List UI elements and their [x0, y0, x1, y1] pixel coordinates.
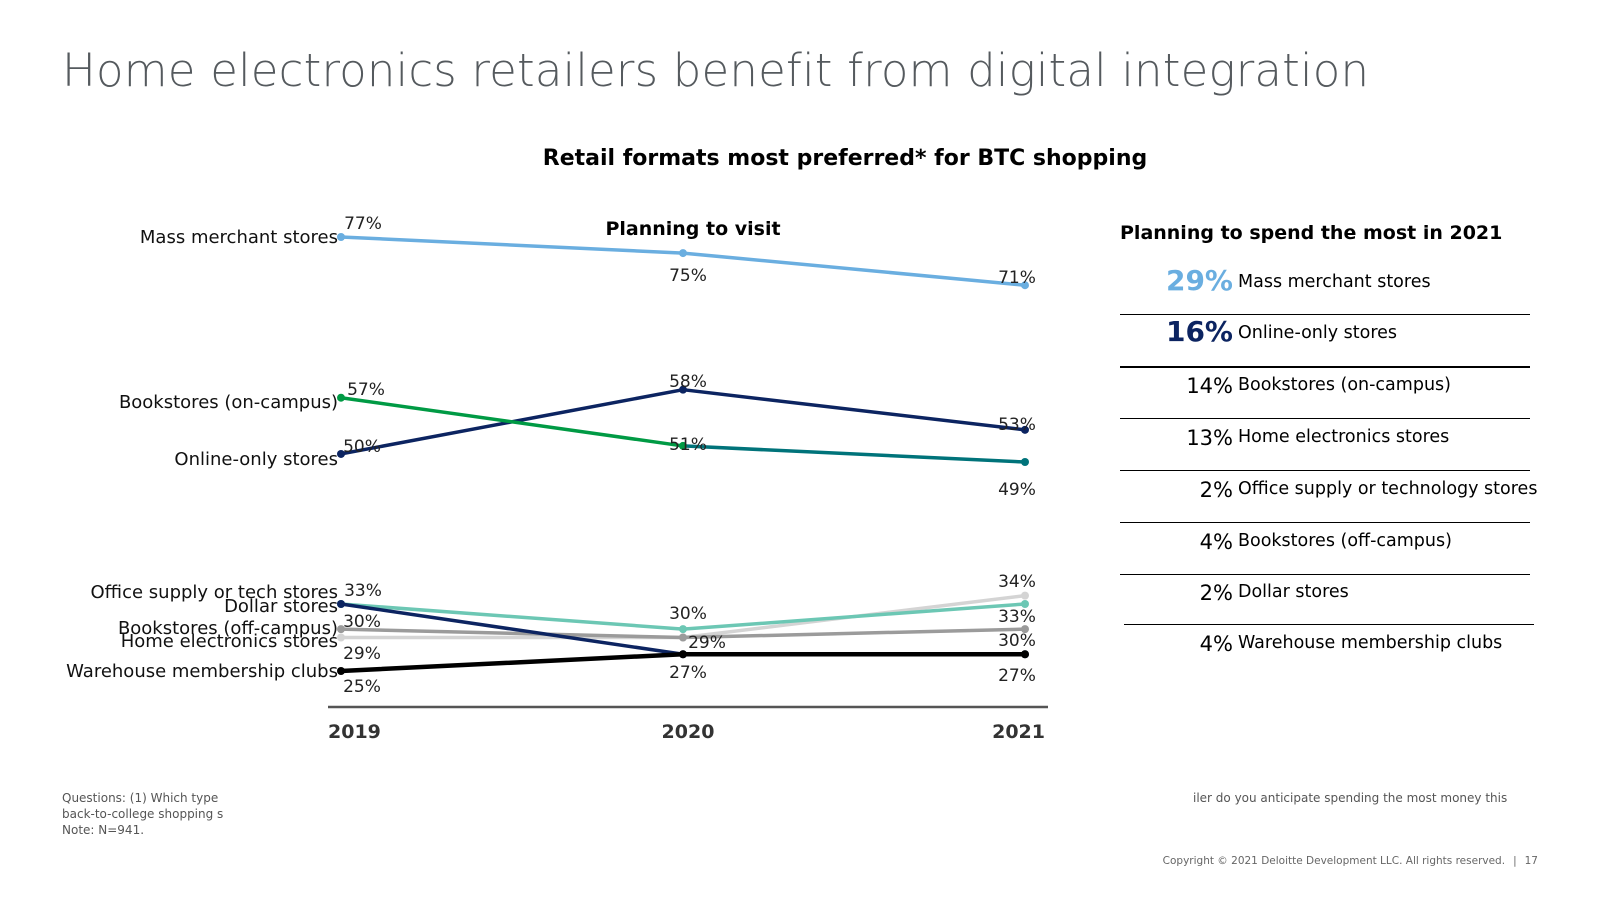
data-label: 29% — [688, 633, 726, 653]
spend-pct: 2% — [1199, 581, 1233, 605]
spend-label: Dollar stores — [1238, 582, 1349, 602]
page-title: Home electronics retailers benefit from … — [62, 44, 1370, 97]
data-point — [1021, 600, 1029, 608]
data-point — [337, 633, 345, 642]
data-point — [679, 650, 687, 659]
data-point — [1021, 625, 1029, 634]
spend-row-online-only: 16% Online-only stores — [1120, 314, 1560, 354]
series-name-label: Online-only stores — [174, 449, 338, 470]
spend-pct: 29% — [1165, 264, 1233, 297]
data-point — [1021, 458, 1029, 466]
series-name-label: Bookstores (on-campus) — [119, 392, 338, 413]
x-tick-label: 2020 — [662, 721, 715, 740]
footnote-line: Note: N=941. — [62, 823, 145, 837]
series-name-label: Home electronics stores — [121, 631, 338, 652]
data-label: 77% — [344, 214, 382, 234]
spend-pct: 2% — [1199, 478, 1233, 502]
chart-title: Retail formats most preferred* for BTC s… — [542, 146, 1148, 171]
spend-label: Warehouse membership clubs — [1238, 633, 1503, 653]
data-point — [337, 393, 345, 402]
spend-label: Bookstores (on-campus) — [1238, 375, 1451, 395]
series-line — [682, 444, 1026, 464]
data-label: 29% — [343, 644, 381, 664]
footnote-line: back-to-college shopping s — [62, 807, 224, 821]
spend-row-mass-merchant: 29% Mass merchant stores — [1120, 263, 1560, 303]
x-tick-label: 2021 — [992, 721, 1045, 740]
data-label: 34% — [998, 572, 1036, 592]
data-point — [337, 625, 345, 634]
series-name-label: Bookstores (off-campus) — [118, 618, 338, 639]
spend-pct: 14% — [1186, 374, 1233, 398]
data-point — [1021, 591, 1029, 600]
copyright-text: Copyright © 2021 Deloitte Development LL… — [1162, 855, 1506, 867]
spend-row-office-supply: 2% Office supply or technology stores — [1120, 470, 1560, 510]
spend-label: Mass merchant stores — [1238, 272, 1431, 292]
spend-divider — [1124, 624, 1534, 625]
spend-pct: 4% — [1199, 530, 1233, 554]
series-name-label: Dollar stores — [224, 596, 338, 617]
data-point — [679, 441, 687, 450]
data-point — [679, 633, 687, 642]
footnote: Questions: (1) Which type back-to-colleg… — [62, 790, 232, 838]
data-point — [679, 385, 687, 394]
series-name-label: Mass merchant stores — [140, 227, 338, 248]
data-label: 49% — [998, 480, 1036, 500]
spend-row-bookstores-on-campus: 14% Bookstores (on-campus) — [1120, 366, 1560, 406]
data-point — [679, 625, 687, 634]
spend-pct: 4% — [1199, 632, 1233, 656]
spend-label: Online-only stores — [1238, 323, 1398, 343]
data-label: 30% — [669, 604, 707, 624]
data-label: 27% — [669, 663, 707, 683]
copyright: Copyright © 2021 Deloitte Development LL… — [1163, 855, 1538, 867]
data-label: 30% — [343, 612, 381, 632]
chart-subtitle: Planning to visit — [605, 218, 780, 240]
data-label: 30% — [998, 631, 1036, 651]
data-point — [337, 233, 345, 241]
footnote-right: iler do you anticipate spending the most… — [1193, 791, 1508, 805]
spend-panel-title: Planning to spend the most in 2021 — [1120, 222, 1503, 244]
copyright-separator: | — [1513, 855, 1517, 867]
data-label: 33% — [998, 607, 1036, 627]
spend-row-dollar-stores: 2% Dollar stores — [1120, 573, 1560, 613]
spend-label: Bookstores (off-campus) — [1238, 531, 1452, 551]
line-chart: Planning to visit 2019 2020 2021 Mass mercha… — [66, 214, 1048, 740]
page-number: 17 — [1524, 855, 1538, 867]
series-name-label: Office supply or tech stores — [91, 582, 338, 603]
data-point — [337, 667, 345, 675]
data-point — [679, 249, 687, 258]
data-point — [337, 449, 345, 458]
series-line — [340, 395, 684, 448]
data-label: 51% — [669, 435, 707, 455]
data-point — [1021, 650, 1029, 659]
x-tick-label: 2019 — [328, 721, 381, 740]
spend-pct: 13% — [1186, 426, 1233, 450]
spend-row-bookstores-off-campus: 4% Bookstores (off-campus) — [1120, 522, 1560, 562]
spend-divider — [1120, 418, 1530, 419]
data-label: 53% — [998, 415, 1036, 435]
spend-label: Office supply or technology stores — [1238, 479, 1538, 499]
spend-row-warehouse-clubs: 4% Warehouse membership clubs — [1120, 624, 1560, 664]
data-point — [1021, 425, 1029, 434]
data-label: 50% — [343, 437, 381, 457]
spend-label: Home electronics stores — [1238, 427, 1450, 447]
series-name-label: Warehouse membership clubs — [66, 661, 338, 682]
spend-row-home-electronics: 13% Home electronics stores — [1120, 418, 1560, 458]
footnote-line: Questions: (1) Which type — [62, 791, 219, 805]
data-label: 75% — [669, 266, 707, 286]
data-point — [337, 600, 345, 608]
data-label: 33% — [344, 581, 382, 601]
data-label: 71% — [998, 268, 1036, 288]
data-point — [1021, 281, 1029, 290]
data-label: 57% — [347, 380, 385, 400]
spend-pct: 16% — [1165, 315, 1233, 348]
data-label: 27% — [998, 666, 1036, 686]
spend-divider — [1120, 314, 1530, 315]
spend-divider — [1120, 470, 1530, 471]
data-label: 58% — [669, 372, 707, 392]
spend-divider — [1120, 366, 1530, 368]
spend-divider — [1120, 522, 1530, 523]
data-label: 25% — [343, 677, 381, 697]
spend-divider — [1120, 574, 1530, 575]
